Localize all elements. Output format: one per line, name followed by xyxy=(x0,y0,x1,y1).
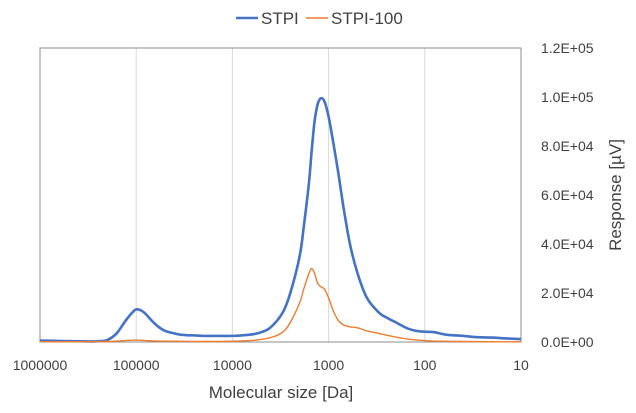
x-axis-title: Molecular size [Da] xyxy=(209,383,354,402)
x-tick-label: 1000000 xyxy=(13,357,68,373)
y-tick-label: 1.0E+05 xyxy=(541,89,594,105)
x-tick-label: 100000 xyxy=(113,357,160,373)
y-tick-label: 1.2E+05 xyxy=(541,40,594,56)
legend-label: STPI xyxy=(261,9,299,28)
x-tick-label: 1000 xyxy=(313,357,344,373)
y-tick-label: 8.0E+04 xyxy=(541,138,594,154)
legend-label: STPI-100 xyxy=(331,9,403,28)
series-line-stpi xyxy=(39,96,522,343)
legend: STPI STPI-100 xyxy=(236,9,403,28)
y-tick-label: 6.0E+04 xyxy=(541,187,594,203)
series-layer xyxy=(39,96,522,343)
y-tick-label: 0.0E+00 xyxy=(541,334,594,350)
y-tick-label: 4.0E+04 xyxy=(541,236,594,252)
y-tick-labels: 0.0E+00 2.0E+04 4.0E+04 6.0E+04 8.0E+04 1.0E+… xyxy=(541,40,594,350)
plot-area-border xyxy=(39,47,522,343)
y-tick-label: 2.0E+04 xyxy=(541,285,594,301)
x-tick-labels: 1000000 100000 10000 1000 100 10 xyxy=(13,357,529,373)
series-line-stpi-100 xyxy=(39,267,522,343)
x-gridlines xyxy=(135,48,426,342)
x-tick-label: 10000 xyxy=(213,357,252,373)
y-axis-title: Response [µV] xyxy=(606,139,625,251)
x-tick-label: 10 xyxy=(513,357,529,373)
x-tick-label: 100 xyxy=(413,357,437,373)
